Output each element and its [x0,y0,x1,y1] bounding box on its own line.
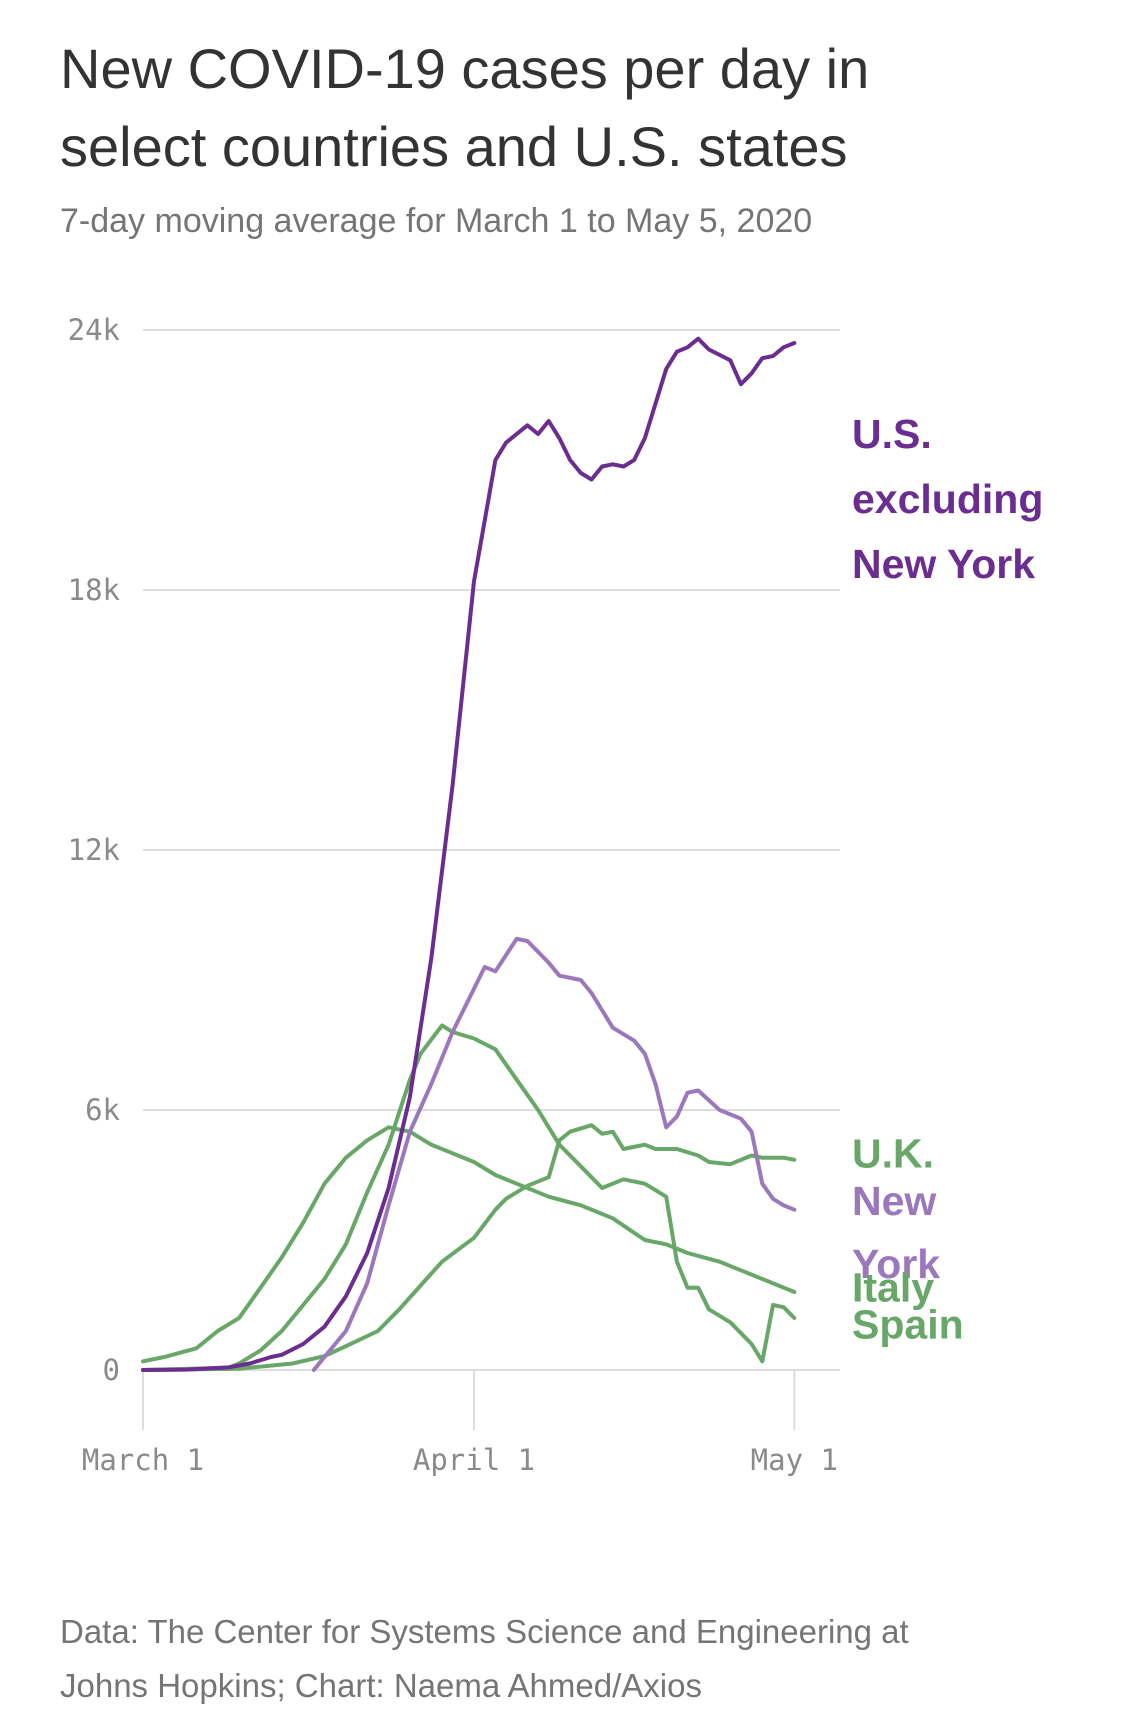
series-line-italy [141,1125,797,1364]
series-label: Spain [852,1302,964,1348]
series-labels: U.S. excluding New York New York U.K. ItalySpa… [852,411,1043,1348]
chart-title-line-2: select countries and U.S. states [60,115,848,178]
series-label: U.K. [852,1130,934,1176]
source-line-2: Johns Hopkins; Chart: Naema Ahmed/Axios [60,1667,702,1704]
x-tick-label: May 1 [751,1443,838,1477]
y-tick-label: 18k [68,573,121,607]
chart-title-line-1: New COVID-19 cases per day in [60,37,870,100]
series-line-u-s-excluding-new-york [141,336,797,1372]
axes: 0 6k 12k 18k 24k March 1 April 1 May 1 [68,313,838,1477]
series-label: U.S. [852,411,932,457]
y-tick-label: 6k [85,1093,120,1127]
series-label: York [852,1241,940,1287]
series-label: New York [852,541,1035,587]
series-lines [141,336,797,1372]
x-tick-label: April 1 [413,1443,535,1477]
series-line-spain [141,1023,797,1372]
series-label: New [852,1178,936,1224]
x-tick-label: March 1 [82,1443,204,1477]
series-line-u-k [141,1123,797,1372]
y-tick-label: 0 [103,1353,120,1387]
series-label: Italy [852,1265,934,1311]
chart-title: New COVID-19 cases per day in select cou… [60,30,1060,186]
chart-subtitle: 7-day moving average for March 1 to May … [60,202,813,240]
chart-source-note: Data: The Center for Systems Science and… [60,1605,1080,1713]
series-line-new-york [311,936,797,1372]
gridlines [143,329,840,1371]
y-tick-label: 24k [68,313,121,347]
y-tick-label: 12k [68,833,121,867]
series-label: excluding [852,476,1043,522]
source-line-1: Data: The Center for Systems Science and… [60,1613,909,1650]
